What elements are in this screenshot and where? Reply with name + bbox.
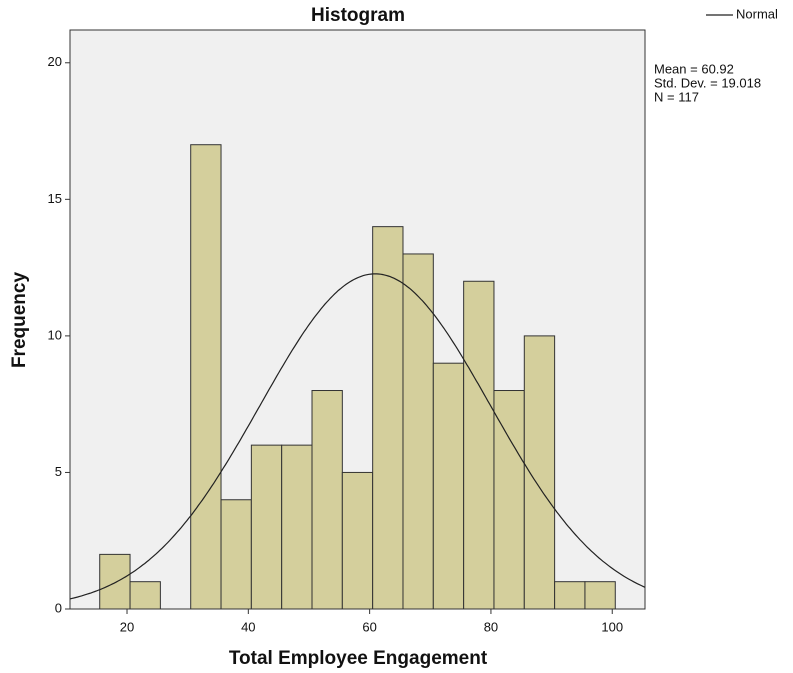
bar bbox=[493, 390, 525, 610]
stat-std: Std. Dev. = 19.018 bbox=[654, 75, 761, 90]
x-tick-label: 60 bbox=[362, 619, 376, 634]
bar bbox=[190, 144, 222, 610]
bar bbox=[129, 581, 161, 610]
x-tick-label: 20 bbox=[120, 619, 134, 634]
bar bbox=[584, 581, 616, 610]
bar bbox=[341, 471, 374, 610]
bar bbox=[523, 335, 556, 610]
stat-n: N = 117 bbox=[654, 89, 699, 104]
bar bbox=[402, 253, 434, 610]
x-tick-label: 100 bbox=[601, 619, 623, 634]
normal-curve bbox=[69, 273, 646, 600]
bar bbox=[220, 499, 252, 610]
y-tick-label: 0 bbox=[55, 600, 62, 615]
bar bbox=[250, 444, 283, 610]
bar bbox=[554, 581, 586, 610]
bar bbox=[281, 444, 313, 610]
x-axis-label: Total Employee Engagement bbox=[229, 648, 488, 669]
legend-label: Normal bbox=[736, 6, 778, 21]
y-axis-label: Frequency bbox=[9, 272, 30, 369]
y-tick-label: 5 bbox=[55, 464, 62, 479]
x-tick-label: 80 bbox=[484, 619, 498, 634]
bar bbox=[372, 226, 404, 610]
x-tick-label: 40 bbox=[241, 619, 255, 634]
bar bbox=[463, 280, 495, 610]
bar bbox=[311, 390, 343, 610]
chart-title: Histogram bbox=[311, 5, 405, 26]
bar bbox=[432, 362, 465, 610]
bar bbox=[99, 553, 131, 610]
y-tick-label: 20 bbox=[48, 54, 62, 69]
y-tick-label: 10 bbox=[48, 327, 62, 342]
stat-mean: Mean = 60.92 bbox=[654, 61, 734, 76]
y-tick-label: 15 bbox=[48, 191, 62, 206]
